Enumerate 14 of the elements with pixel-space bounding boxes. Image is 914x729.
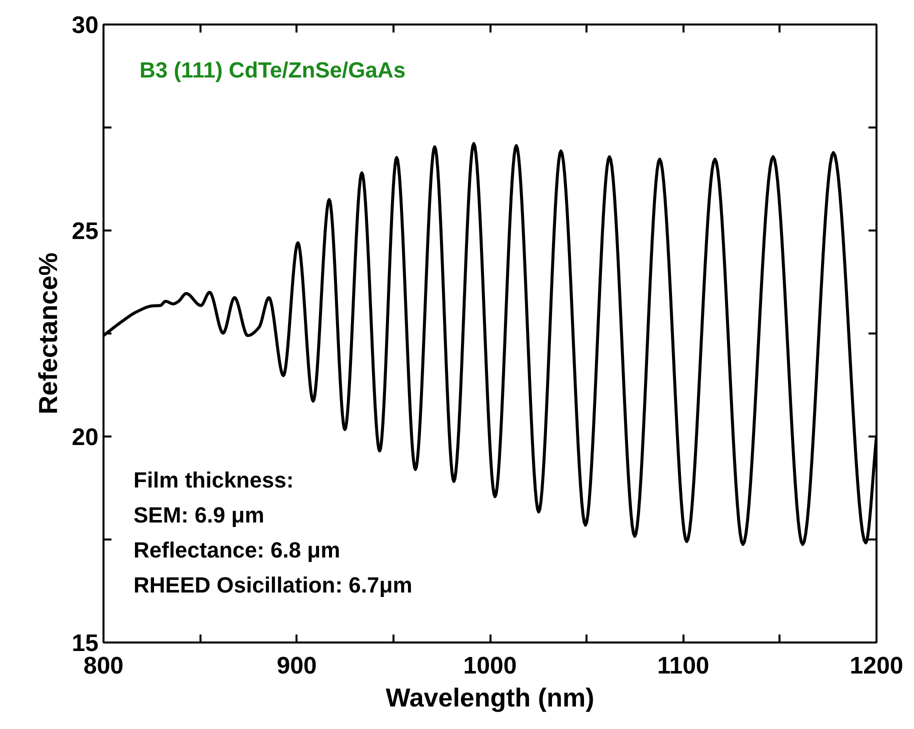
y-tick-label: 25 [72, 218, 99, 245]
x-tick-label: 1100 [657, 652, 710, 680]
annotation: Film thickness: [134, 468, 294, 492]
x-tick-label: 900 [276, 652, 317, 680]
annotation: Reflectance: 6.8 μm [134, 538, 340, 562]
x-tick-label: 1000 [463, 652, 517, 680]
y-tick-label: 30 [72, 12, 99, 39]
x-tick-label: 1200 [850, 652, 904, 680]
y-tick-label: 20 [72, 424, 99, 451]
text: B3 (111) CdTe/ZnSe/GaAs [140, 58, 406, 82]
x-axis-title: Wavelength (nm) [386, 682, 594, 712]
annotation: RHEED Osicillation: 6.7μm [134, 572, 412, 598]
annotation: SEM: 6.9 μm [134, 502, 264, 528]
y-axis-title: Refectance% [32, 252, 63, 414]
